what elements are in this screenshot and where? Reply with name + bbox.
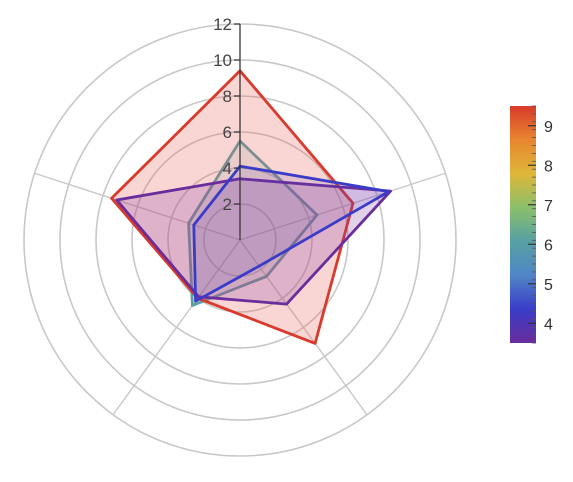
colorbar-tick-label-6: 9 [544,119,553,136]
series-1-point-4 [191,304,193,307]
radial-axis: 2 4 6 8 10 12 [213,15,241,240]
grid-spoke-2 [239,172,446,241]
series-4-polygon [192,164,391,303]
colorbar-tick-label-1: 4 [544,316,553,333]
radial-tick-label-4: 8 [223,87,232,106]
grid-spoke-4 [112,239,241,416]
radial-tick-label-2: 4 [223,159,232,178]
radial-tick-label-5: 10 [213,51,232,70]
colorbar: 4 5 6 7 8 9 [510,105,553,344]
series-1-point-3 [265,275,268,277]
series-3-point-5 [116,199,118,201]
radial-tick-label-1: 2 [223,195,232,214]
radial-tick-label-6: 12 [213,15,232,34]
series-2-point-3 [314,342,316,344]
colorbar-tick-label-4: 7 [544,198,553,215]
series-2-point-5 [111,197,113,199]
series-1-point-2 [316,214,318,216]
colorbar-tick-label-5: 8 [544,158,553,175]
series-layer [110,69,393,345]
colorbar-tick-label-2: 5 [544,277,553,294]
radial-tick-label-3: 6 [223,123,232,142]
series-4-point-5 [193,224,195,226]
colorbar-rect [510,106,536,343]
series-3-point-2 [390,190,392,192]
grid-spoke-5 [34,172,241,241]
series-3-polygon [115,177,393,306]
series-2-point-2 [352,202,354,204]
grid-spoke-3 [239,239,368,416]
series-3-point-4 [198,296,200,298]
series-4-point-3 [258,265,260,267]
series-4-point-2 [388,191,390,193]
colorbar-tick-label-3: 6 [544,237,553,254]
series-1-point-5 [188,222,190,224]
series-3-point-3 [286,303,288,305]
series-4 [192,164,391,303]
series-4-point-4 [195,300,197,302]
